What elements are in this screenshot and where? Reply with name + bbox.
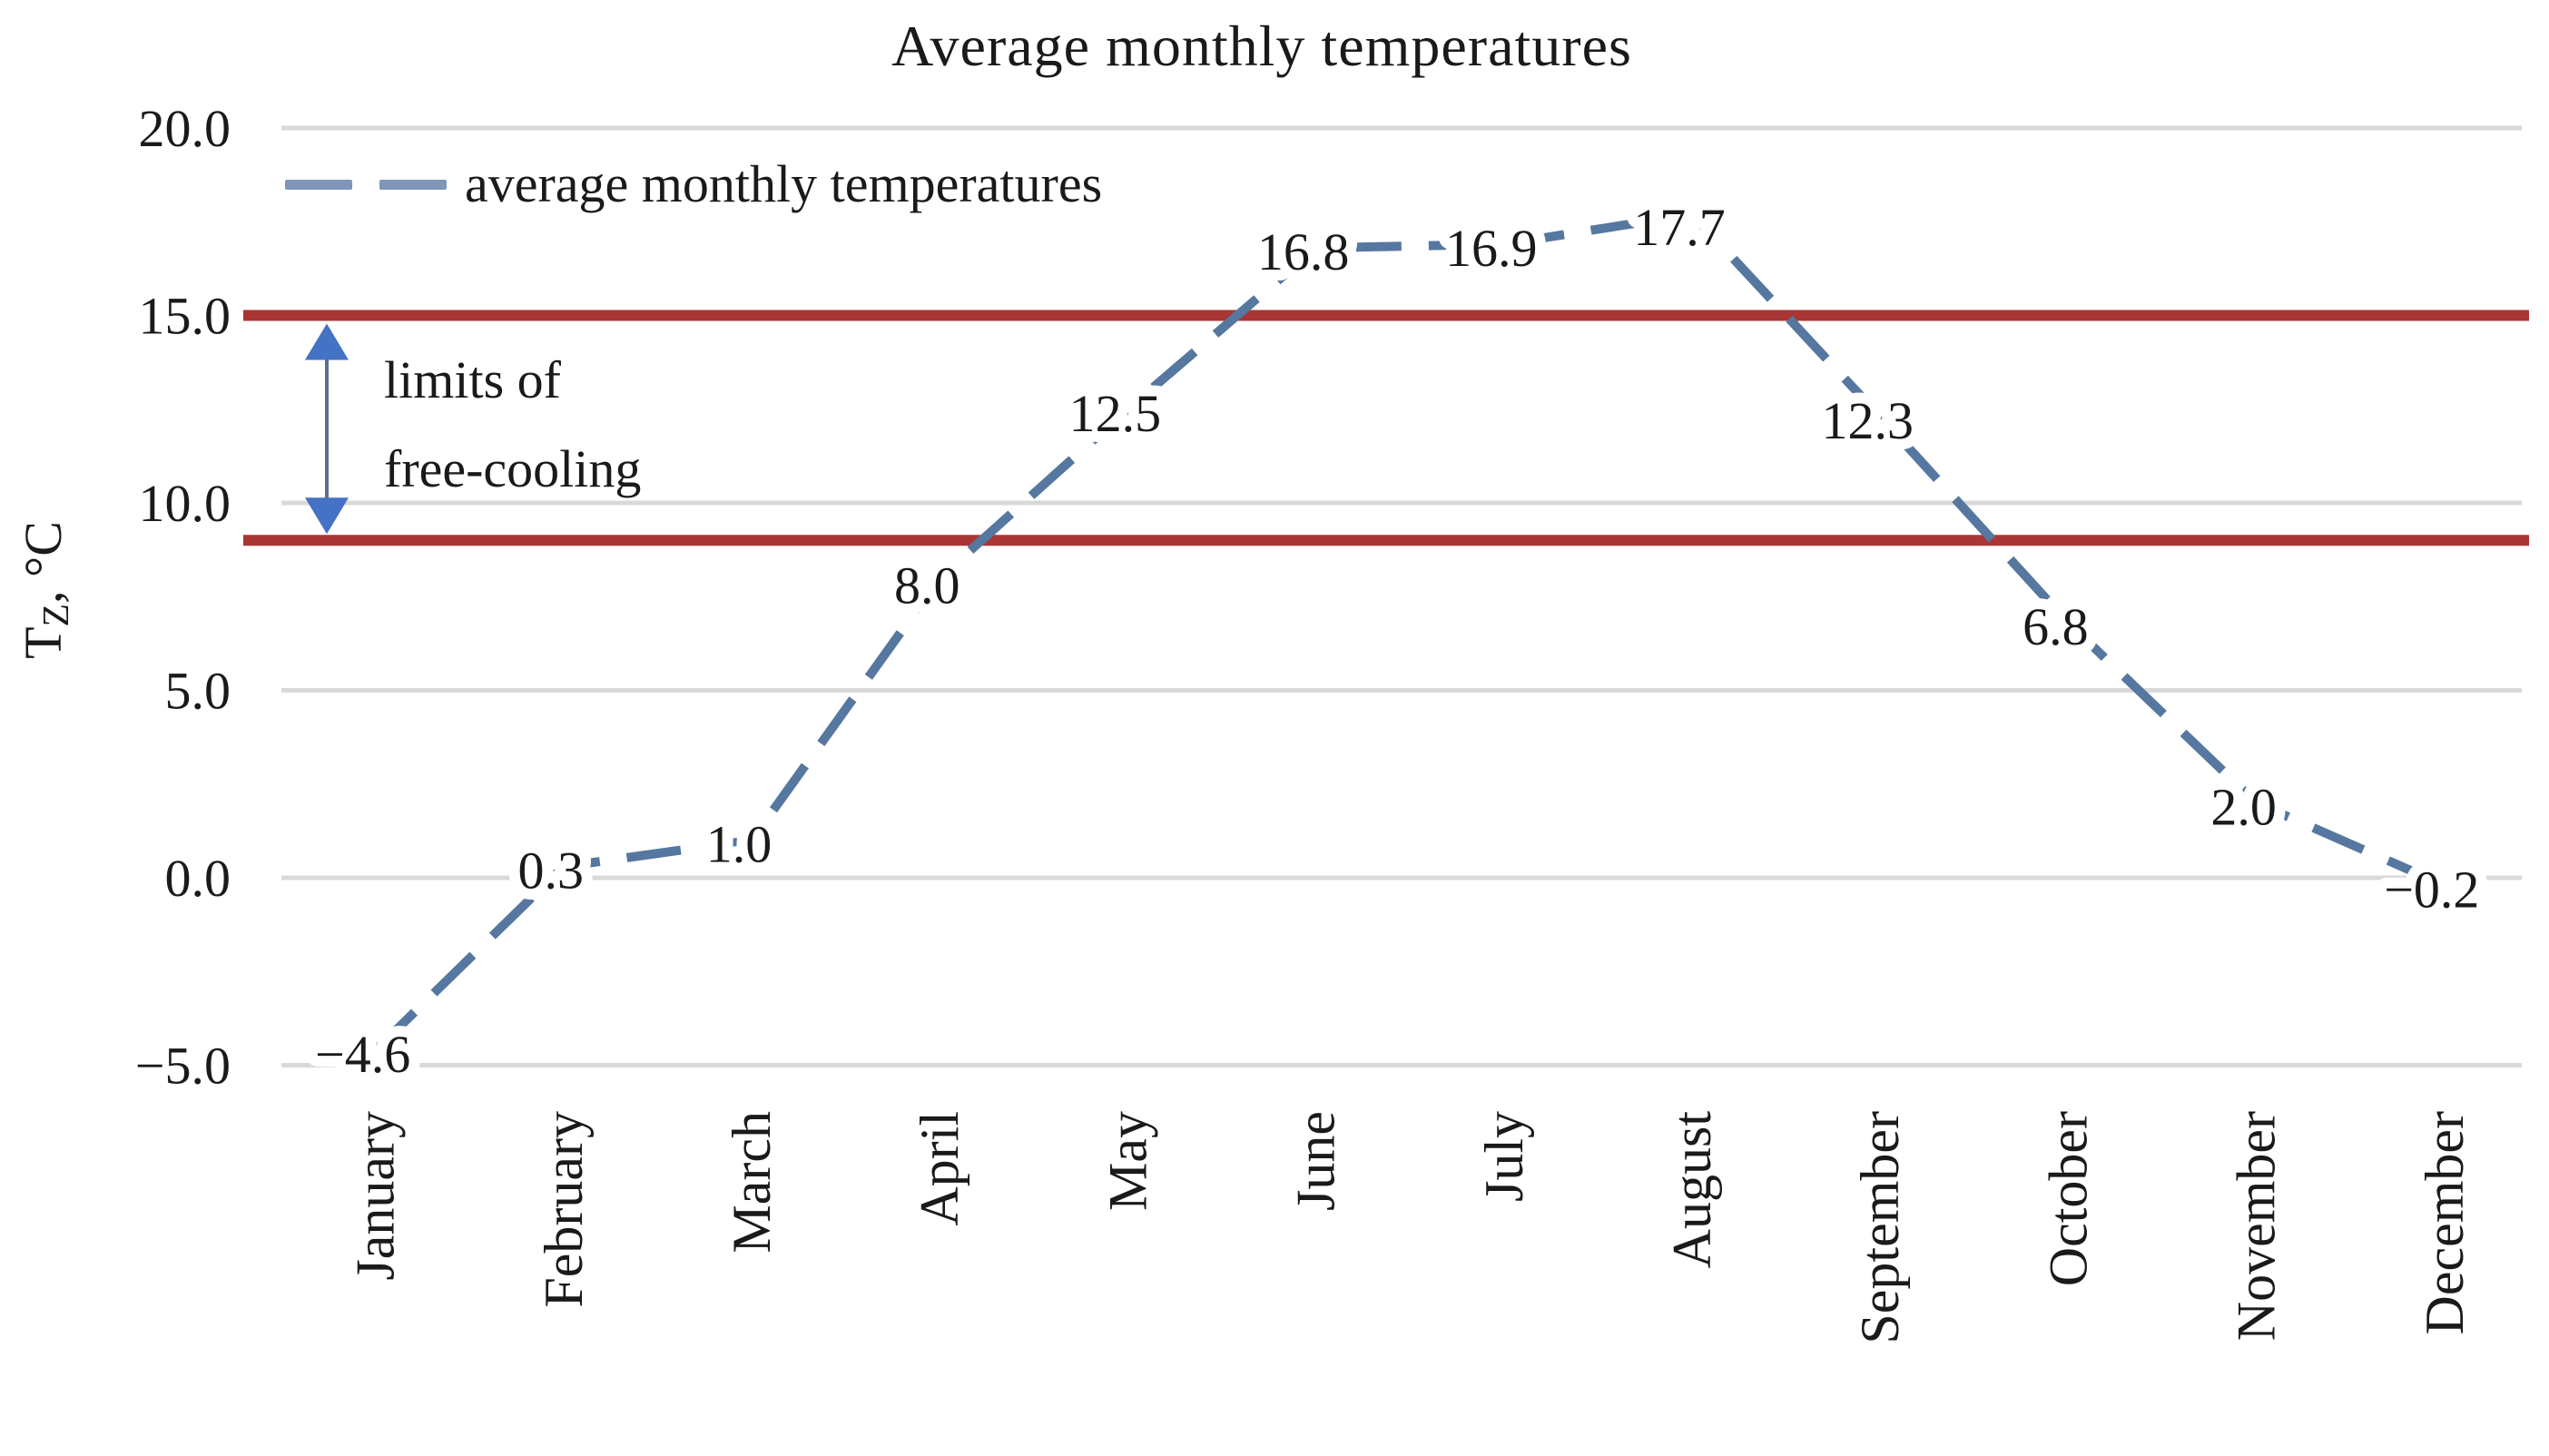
month-label: August bbox=[1662, 1111, 1722, 1269]
y-tick-label: 5.0 bbox=[165, 662, 231, 721]
month-label: November bbox=[2227, 1111, 2287, 1341]
y-tick-label: 0.0 bbox=[165, 849, 231, 908]
data-label: 12.3 bbox=[1821, 391, 1914, 450]
data-label: 12.5 bbox=[1069, 384, 1162, 443]
free-cooling-annotation: limits of free-cooling bbox=[384, 336, 641, 514]
data-label: 1.0 bbox=[706, 815, 773, 874]
month-label: May bbox=[1097, 1111, 1157, 1211]
data-label: 16.9 bbox=[1445, 219, 1538, 278]
y-tick-label: 10.0 bbox=[139, 474, 231, 533]
month-label: June bbox=[1286, 1111, 1346, 1211]
legend-dash-icon bbox=[379, 179, 447, 190]
annotation-line1: limits of bbox=[384, 350, 561, 409]
month-label: March bbox=[722, 1111, 782, 1254]
data-label: 16.8 bbox=[1257, 222, 1350, 281]
month-label: April bbox=[910, 1111, 969, 1226]
legend-label: average monthly temperatures bbox=[465, 154, 1103, 213]
legend-dash-icon bbox=[285, 179, 352, 190]
range-arrow-up-icon bbox=[305, 323, 349, 360]
data-label: 2.0 bbox=[2210, 777, 2277, 836]
y-tick-label: 20.0 bbox=[139, 99, 231, 158]
annotation-line2: free-cooling bbox=[384, 439, 642, 498]
y-tick-label: −5.0 bbox=[135, 1037, 231, 1096]
chart-title: Average monthly temperatures bbox=[891, 14, 1632, 78]
month-label: February bbox=[534, 1111, 594, 1308]
data-label: 6.8 bbox=[2022, 597, 2089, 656]
legend: average monthly temperatures bbox=[285, 158, 1102, 211]
month-label: July bbox=[1474, 1111, 1534, 1202]
month-label: January bbox=[346, 1111, 406, 1281]
range-arrow-down-icon bbox=[305, 497, 349, 535]
month-label: October bbox=[2038, 1111, 2098, 1286]
data-label: −4.6 bbox=[315, 1025, 410, 1084]
y-tick-label: 15.0 bbox=[139, 287, 231, 346]
data-label: 17.7 bbox=[1633, 198, 1726, 257]
data-label: 8.0 bbox=[894, 556, 960, 615]
month-label: December bbox=[2415, 1111, 2475, 1335]
month-label: September bbox=[1850, 1111, 1910, 1344]
series-line bbox=[372, 210, 2446, 1054]
data-label: −0.2 bbox=[2384, 860, 2479, 919]
data-label: 0.3 bbox=[518, 841, 585, 900]
